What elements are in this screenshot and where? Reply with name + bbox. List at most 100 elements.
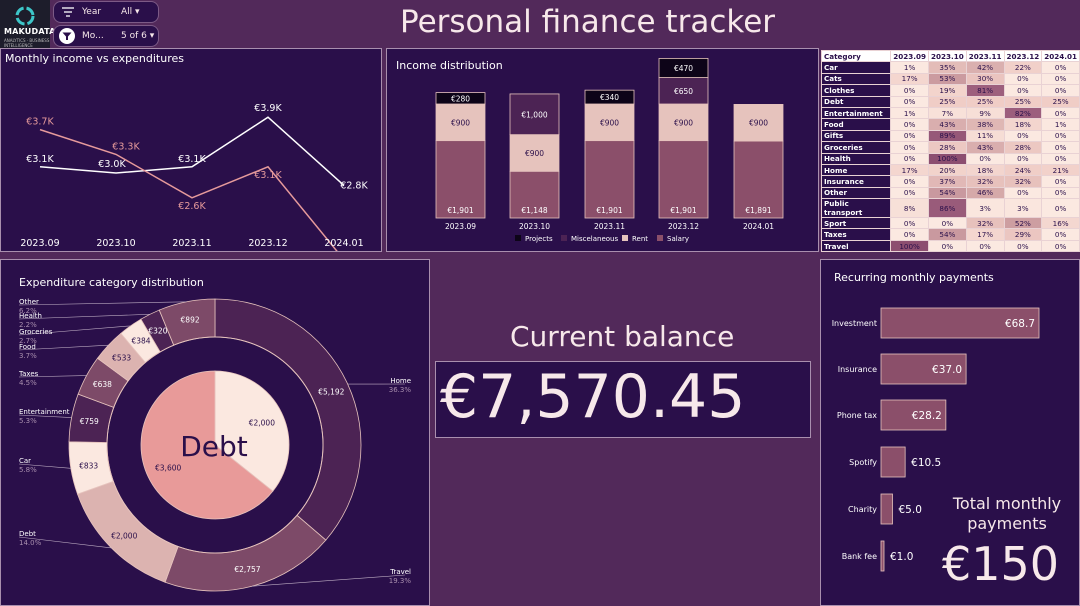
- table-value-cell: 0%: [1041, 61, 1080, 74]
- table-value-cell: 0%: [1041, 152, 1080, 165]
- line-chart: €3.1K €3.0K €3.1K €3.9K €2.8K €3.7K €3.3K €2.6K…: [20, 103, 368, 251]
- donut-data-label: €759: [80, 417, 99, 426]
- table-value-cell: 43%: [928, 118, 967, 131]
- legend-swatch: [657, 235, 663, 241]
- table-value-cell: 0%: [890, 228, 929, 241]
- table-value-cell: 82%: [1003, 106, 1043, 120]
- category-label: Health: [19, 312, 42, 320]
- table-value-cell: 22%: [1003, 61, 1043, 74]
- table-value-cell: 25%: [1041, 95, 1080, 108]
- table-row: Insurance 0% 37% 32% 32% 0%: [820, 175, 1080, 188]
- hbar-category-label: Charity: [848, 505, 877, 514]
- month-filter[interactable]: Mo... 5 of 6 ▾: [53, 25, 159, 47]
- line-x-tick: 2023.10: [96, 238, 135, 249]
- donut-data-label: €2,757: [234, 565, 260, 574]
- table-value-cell: 81%: [965, 84, 1005, 97]
- year-filter[interactable]: Year All ▾: [53, 1, 159, 23]
- table-category-cell: Debt: [820, 95, 892, 108]
- table-value-cell: 0%: [890, 118, 929, 131]
- line-data-label: €2.8K: [340, 180, 368, 191]
- total-monthly-label-line2: payments: [967, 514, 1047, 533]
- category-pct: 5.8%: [19, 466, 37, 474]
- bar-segment-rent: [509, 134, 560, 172]
- hbar-bar: [880, 446, 906, 478]
- line-series-1: [39, 128, 338, 251]
- table-value-cell: 38%: [965, 118, 1005, 131]
- table-value-cell: 0%: [1003, 84, 1043, 97]
- table-category-cell: Entertainment: [820, 106, 892, 120]
- bar-segment-projects: [658, 58, 709, 78]
- donut-slice: [140, 370, 274, 520]
- legend-label: Projects: [525, 235, 553, 243]
- table-value-cell: 17%: [890, 72, 929, 86]
- table-category-cell: Insurance: [820, 175, 892, 188]
- category-pct: 36.3%: [389, 386, 412, 394]
- balance-card: €7,570.45: [435, 361, 811, 438]
- hbar-value-label: €1.0: [890, 551, 913, 563]
- bar-segment-rent: [658, 103, 709, 142]
- income-expenditure-panel: Monthly income vs expenditures €3.1K €3.0…: [0, 48, 382, 252]
- table-value-cell: 3%: [1003, 198, 1043, 219]
- table-row: Entertainment 1% 7% 9% 82% 0%: [820, 106, 1080, 120]
- donut-slice: [164, 514, 327, 592]
- table-value-cell: 32%: [965, 175, 1005, 188]
- donut-data-label: €2,000: [249, 418, 275, 427]
- hbar-bar: [880, 493, 893, 525]
- table-value-cell: 1%: [1041, 118, 1080, 131]
- table-value-cell: 100%: [928, 152, 967, 165]
- leader-line: [18, 314, 150, 320]
- table-value-cell: 37%: [928, 175, 967, 188]
- table-value-cell: 0%: [1041, 106, 1080, 120]
- table-row: Groceries 0% 28% 43% 28% 0%: [820, 141, 1080, 154]
- table-value-cell: 17%: [890, 163, 929, 177]
- bar-x-tick: 2023.09: [445, 222, 476, 231]
- leader-line: [18, 463, 71, 469]
- table-value-cell: 0%: [1041, 228, 1080, 241]
- table-row: Debt 0% 25% 25% 25% 25%: [820, 95, 1080, 108]
- category-pct: 6.2%: [19, 307, 37, 315]
- leader-line: [18, 536, 112, 549]
- table-value-cell: 0%: [928, 239, 967, 253]
- category-label: Food: [19, 343, 36, 351]
- recurring-chart-title: Recurring monthly payments: [834, 271, 994, 284]
- hbar-category-label: Investment: [832, 319, 877, 328]
- bar-data-label: €900: [600, 118, 619, 127]
- donut-data-label: €533: [112, 353, 131, 362]
- bar-x-tick: 2024.01: [743, 222, 774, 231]
- category-label: Car: [19, 457, 31, 465]
- table-value-cell: 0%: [890, 95, 929, 108]
- hbar-value-label: €28.2: [912, 410, 942, 422]
- table-category-cell: Public transport: [820, 198, 892, 219]
- donut-data-label: €892: [181, 315, 200, 324]
- bar-data-label: €1,901: [670, 206, 696, 215]
- table-value-cell: 9%: [965, 106, 1005, 120]
- table-category-cell: Food: [820, 118, 892, 131]
- bar-x-tick: 2023.11: [594, 222, 625, 231]
- year-filter-value[interactable]: All ▾: [121, 7, 140, 17]
- bar-data-label: €900: [674, 118, 693, 127]
- bar-data-label: €1,891: [745, 206, 771, 215]
- category-label: Travel: [389, 568, 411, 576]
- table-row: Gifts 0% 89% 11% 0% 0%: [820, 129, 1080, 143]
- table-category-cell: Cats: [820, 72, 892, 86]
- table-value-cell: 29%: [1003, 228, 1043, 241]
- leader-line: [18, 375, 87, 378]
- hbar-value-label: €37.0: [932, 364, 962, 376]
- line-x-tick: 2023.12: [248, 238, 287, 249]
- balance-title: Current balance: [510, 320, 735, 353]
- bar-segment-miscelaneous: [658, 77, 709, 105]
- year-filter-label: Year: [82, 7, 102, 17]
- table-value-cell: 35%: [928, 61, 967, 74]
- table-value-cell: 0%: [1003, 129, 1043, 143]
- table-header: 2023.10: [928, 49, 967, 63]
- table-value-cell: 52%: [1003, 217, 1043, 230]
- table-value-cell: 25%: [928, 95, 967, 108]
- hbar-category-label: Bank fee: [842, 552, 877, 561]
- table-value-cell: 1%: [890, 61, 929, 74]
- table-value-cell: 0%: [965, 152, 1005, 165]
- table-value-cell: 86%: [928, 198, 967, 219]
- donut-data-label: €638: [93, 380, 112, 389]
- month-filter-value[interactable]: 5 of 6 ▾: [121, 31, 155, 41]
- bar-segment-salary: [584, 140, 635, 219]
- bar-segment-miscelaneous: [509, 93, 560, 136]
